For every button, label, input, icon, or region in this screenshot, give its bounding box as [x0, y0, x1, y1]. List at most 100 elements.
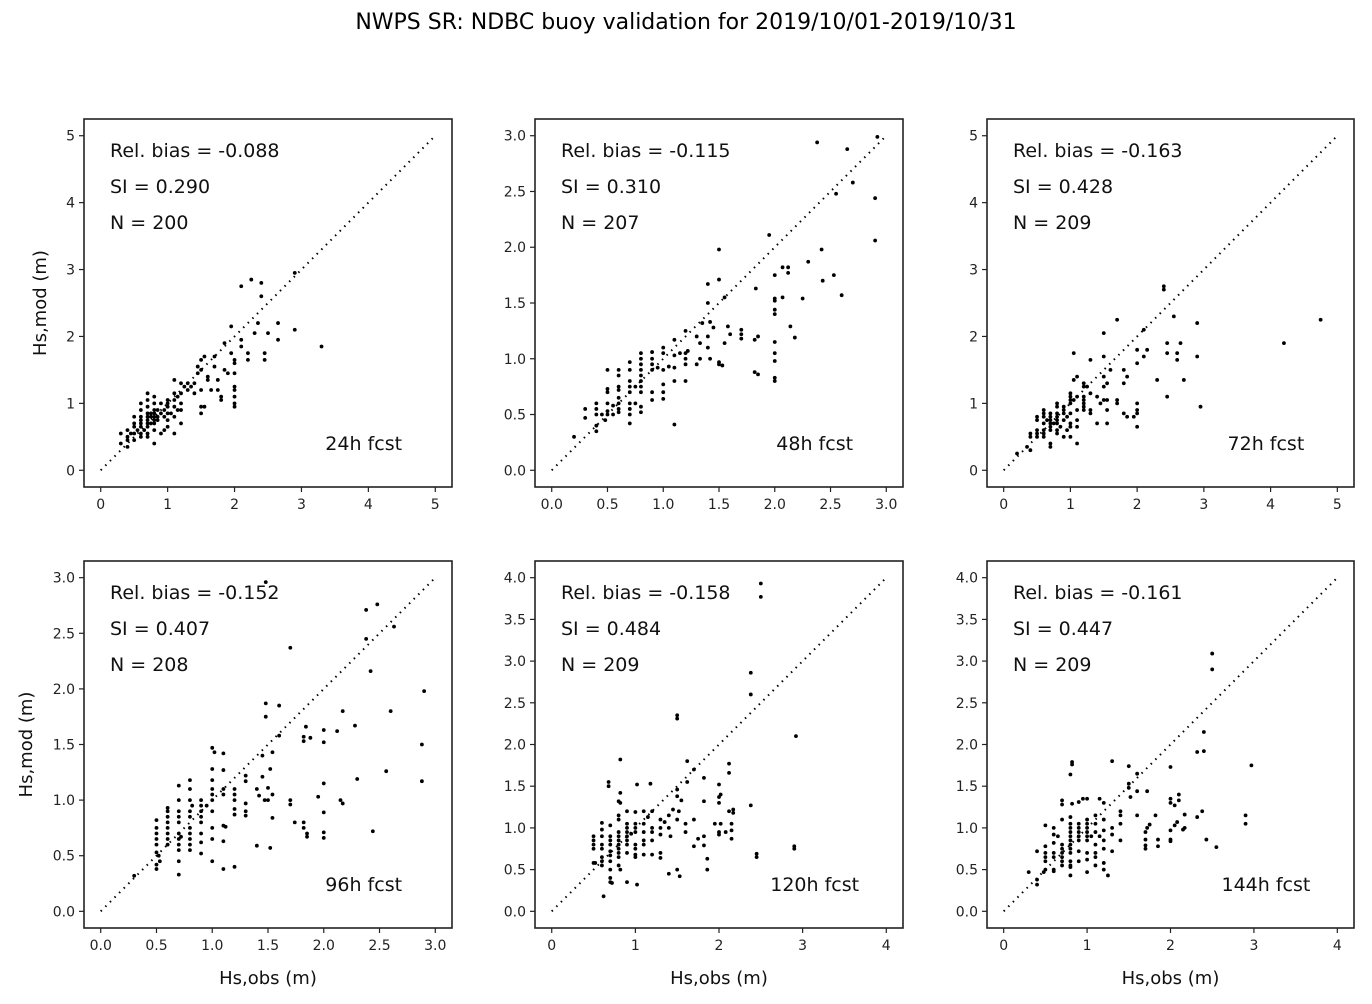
- y-tick-label: 1.5: [53, 738, 75, 754]
- data-point: [1101, 800, 1106, 805]
- data-point: [608, 859, 613, 864]
- data-point: [1175, 357, 1180, 362]
- data-point: [616, 373, 621, 378]
- x-tick-label: 2.5: [819, 497, 841, 513]
- data-point: [243, 809, 248, 814]
- data-point: [179, 834, 183, 839]
- data-point: [1060, 842, 1064, 847]
- data-point: [176, 872, 181, 877]
- data-point: [608, 842, 613, 847]
- data-point: [698, 356, 702, 361]
- data-point: [717, 247, 721, 252]
- data-point: [606, 780, 611, 784]
- data-point: [1048, 418, 1053, 422]
- data-point: [1143, 830, 1148, 834]
- data-point: [600, 821, 604, 825]
- data-point: [304, 724, 308, 729]
- data-point: [132, 424, 137, 429]
- y-tick-label: 2.5: [956, 696, 978, 712]
- data-point: [165, 404, 170, 409]
- data-point: [731, 810, 736, 815]
- data-point: [618, 800, 623, 805]
- data-point: [718, 792, 723, 797]
- data-point: [175, 394, 180, 399]
- data-point: [1135, 771, 1140, 776]
- data-point: [633, 384, 638, 389]
- data-point: [646, 815, 650, 819]
- data-point: [739, 332, 744, 337]
- data-point: [1068, 851, 1073, 855]
- y-tick-label: 3: [66, 263, 75, 279]
- y-tick-label: 0.5: [956, 863, 978, 879]
- y-tick-label: 3.5: [956, 612, 978, 628]
- data-point: [202, 404, 207, 409]
- data-point: [1061, 434, 1066, 439]
- data-point: [722, 341, 727, 346]
- data-point: [641, 830, 646, 834]
- stats-si: SI = 0.447: [1013, 618, 1113, 640]
- data-point: [1125, 374, 1130, 379]
- data-point: [138, 414, 143, 419]
- data-point: [616, 855, 621, 860]
- data-point: [616, 384, 621, 389]
- data-point: [1035, 849, 1039, 854]
- stats-si: SI = 0.407: [110, 618, 210, 640]
- data-point: [752, 370, 757, 375]
- data-point: [627, 390, 632, 395]
- data-point: [1041, 431, 1046, 436]
- data-point: [675, 867, 680, 872]
- data-point: [1282, 341, 1286, 346]
- data-point: [1182, 826, 1187, 830]
- data-point: [1055, 414, 1059, 419]
- data-point: [780, 265, 785, 270]
- x-tick-label: 0: [547, 938, 556, 954]
- data-point: [1068, 859, 1073, 864]
- data-point: [683, 379, 688, 383]
- data-point: [270, 792, 275, 797]
- data-point: [1145, 826, 1150, 830]
- x-tick-label: 3: [1199, 497, 1208, 513]
- data-point: [292, 270, 297, 275]
- data-point: [1085, 851, 1089, 855]
- data-point: [1085, 817, 1089, 822]
- data-point: [1101, 817, 1106, 822]
- data-point: [1101, 861, 1106, 865]
- data-point: [1093, 821, 1098, 826]
- data-point: [661, 397, 666, 401]
- data-point: [800, 296, 805, 301]
- data-point: [616, 838, 621, 843]
- data-point: [128, 431, 133, 436]
- data-point: [616, 401, 621, 406]
- data-point: [1101, 398, 1106, 402]
- data-point: [215, 388, 220, 392]
- data-point: [239, 344, 244, 349]
- y-tick-label: 0.0: [504, 904, 526, 920]
- x-tick-label: 1.5: [257, 938, 279, 954]
- data-point: [1110, 849, 1115, 854]
- data-point: [1105, 408, 1110, 412]
- data-point: [705, 334, 710, 339]
- data-point: [199, 388, 203, 392]
- data-point: [199, 803, 203, 808]
- data-point: [301, 734, 306, 739]
- data-point: [321, 830, 326, 835]
- x-tick-label: 3: [1249, 938, 1258, 954]
- stats-si: SI = 0.484: [561, 618, 661, 640]
- data-point: [1068, 834, 1073, 839]
- data-point: [633, 842, 638, 847]
- data-point: [1168, 796, 1173, 801]
- data-point: [305, 834, 309, 839]
- data-point: [165, 398, 170, 402]
- y-tick-label: 2.5: [504, 184, 526, 200]
- data-point: [661, 390, 666, 395]
- data-point: [422, 689, 427, 694]
- y-tick-label: 3.0: [504, 129, 526, 145]
- x-tick-label: 4: [1333, 938, 1342, 954]
- data-point: [722, 295, 727, 300]
- y-tick-label: 1.0: [956, 821, 978, 837]
- x-tick-label: 5: [1333, 497, 1342, 513]
- data-point: [658, 856, 663, 860]
- data-point: [1110, 759, 1115, 764]
- data-point: [154, 826, 159, 830]
- data-point: [175, 408, 180, 412]
